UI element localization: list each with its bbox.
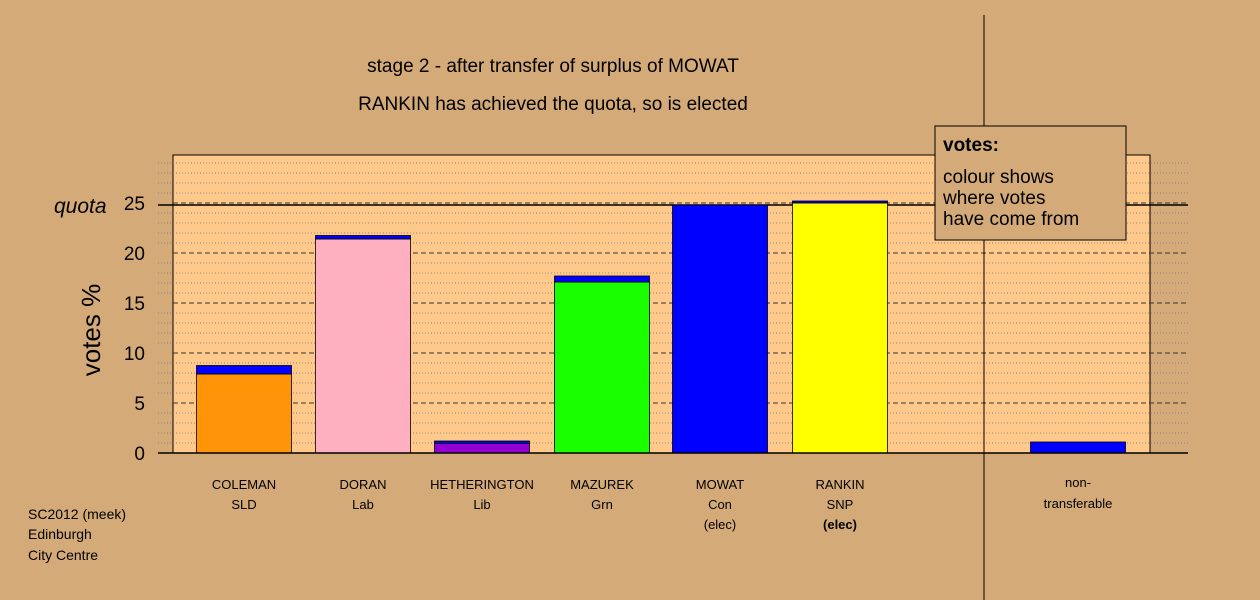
footer-line-1: SC2012 (meek) <box>28 506 126 522</box>
category-name: HETHERINGTON <box>430 477 534 492</box>
footer-line-2: Edinburgh <box>28 526 92 542</box>
legend-line-3: have come from <box>943 209 1079 230</box>
legend: votes: colour shows where votes have com… <box>934 125 1127 241</box>
legend-line-2: where votes <box>942 188 1045 209</box>
category-party: Grn <box>591 497 613 512</box>
category-name: COLEMAN <box>212 477 276 492</box>
category-name: MOWAT <box>696 477 744 492</box>
y-tick-label: 15 <box>124 294 145 315</box>
quota-label: quota <box>54 195 107 218</box>
y-axis: 0 5 10 15 20 25 <box>124 194 1188 465</box>
bar-segment-mazurek-0 <box>554 281 650 454</box>
chart-title-line-1: stage 2 - after transfer of surplus of M… <box>367 56 739 77</box>
footer-line-3: City Centre <box>28 547 98 563</box>
legend-box <box>934 125 1127 241</box>
y-tick-label: 10 <box>124 344 145 365</box>
category-status: (elec) <box>704 517 737 532</box>
y-tick-label: 0 <box>134 444 145 465</box>
bars <box>196 200 1126 454</box>
bar-segment-mazurek-1 <box>554 275 650 283</box>
bar-segment-coleman-1 <box>196 365 292 375</box>
bar-segment-coleman-0 <box>196 373 292 454</box>
y-axis-label: votes % <box>76 284 106 377</box>
non-transferable-label: transferable <box>1044 496 1113 511</box>
category-name: RANKIN <box>815 477 864 492</box>
category-name: DORAN <box>340 477 387 492</box>
category-party: Con <box>708 497 732 512</box>
bar-segment-non-transferable-0 <box>1030 441 1126 454</box>
bar-segment-mowat-0 <box>672 204 768 454</box>
y-tick-label: 20 <box>124 244 145 265</box>
bar-segment-rankin-0 <box>792 202 888 454</box>
bar-segment-doran-0 <box>315 238 411 454</box>
bar-segment-hetherington-1 <box>434 440 530 444</box>
bar-segment-doran-1 <box>315 235 411 240</box>
legend-title: votes: <box>943 135 999 156</box>
chart-title-line-2: RANKIN has achieved the quota, so is ele… <box>358 94 748 115</box>
bar-segment-rankin-1 <box>792 200 888 204</box>
category-party: SLD <box>231 497 256 512</box>
legend-line-1: colour shows <box>943 167 1054 188</box>
non-transferable-label: non- <box>1065 475 1091 490</box>
category-name: MAZUREK <box>570 477 634 492</box>
category-party: Lib <box>473 497 490 512</box>
category-labels: COLEMAN SLD DORAN Lab HETHERINGTON Lib MAZUREK… <box>212 475 1112 532</box>
bar-segment-hetherington-0 <box>434 443 530 454</box>
category-party: Lab <box>352 497 374 512</box>
y-tick-label: 5 <box>134 394 145 415</box>
category-status: (elec) <box>823 517 857 532</box>
category-party: SNP <box>827 497 854 512</box>
y-tick-label: 25 <box>124 194 145 215</box>
